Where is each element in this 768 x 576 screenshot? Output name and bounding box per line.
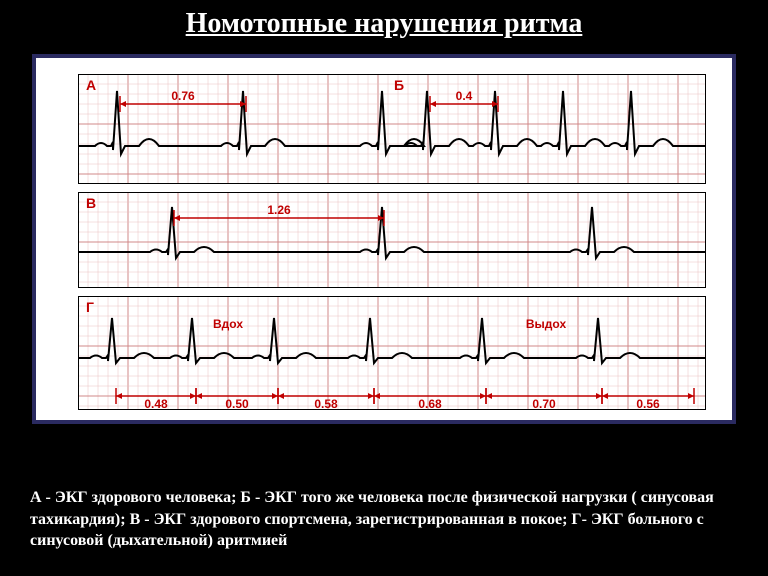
- slide: { "title": "Номотопные нарушения ритма",…: [0, 0, 768, 576]
- svg-text:0.48: 0.48: [144, 397, 168, 410]
- svg-text:1.26: 1.26: [267, 203, 291, 217]
- svg-text:0.56: 0.56: [636, 397, 660, 410]
- svg-text:Б: Б: [394, 77, 404, 93]
- ecg-figure: А Б 0.76 0.4 В 1.26 Г Вдох Выдох 0.48 0.50 0.58 0.…: [32, 54, 736, 424]
- svg-text:0.4: 0.4: [456, 89, 473, 103]
- svg-text:Вдох: Вдох: [213, 317, 243, 331]
- svg-text:0.70: 0.70: [532, 397, 556, 410]
- slide-title: Номотопные нарушения ритма: [0, 8, 768, 40]
- svg-text:А: А: [86, 77, 96, 93]
- ecg-strip-g: Г Вдох Выдох 0.48 0.50 0.58 0.68 0.70 0.56: [78, 296, 706, 410]
- ecg-strip-ab: А Б 0.76 0.4: [78, 74, 706, 184]
- svg-text:Выдох: Выдох: [526, 317, 567, 331]
- figure-caption: А - ЭКГ здорового человека; Б - ЭКГ того…: [30, 487, 738, 552]
- svg-text:Г: Г: [86, 299, 94, 315]
- ecg-strip-v: В 1.26: [78, 192, 706, 288]
- svg-text:0.50: 0.50: [225, 397, 249, 410]
- svg-text:0.58: 0.58: [314, 397, 338, 410]
- svg-text:0.76: 0.76: [171, 89, 195, 103]
- svg-text:0.68: 0.68: [418, 397, 442, 410]
- svg-text:В: В: [86, 195, 96, 211]
